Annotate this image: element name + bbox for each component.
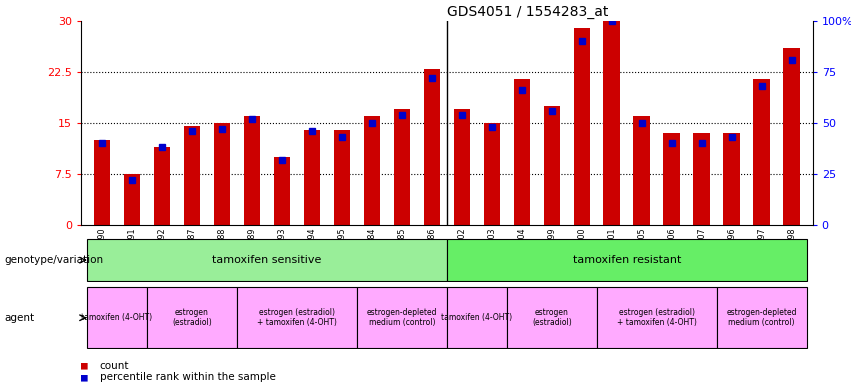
Text: ■: ■ <box>81 372 88 382</box>
Text: estrogen (estradiol)
+ tamoxifen (4-OHT): estrogen (estradiol) + tamoxifen (4-OHT) <box>257 308 337 328</box>
Bar <box>87 287 147 348</box>
Bar <box>603 21 620 225</box>
Text: GDS4051 / 1554283_at: GDS4051 / 1554283_at <box>447 5 608 19</box>
Text: estrogen-depleted
medium (control): estrogen-depleted medium (control) <box>727 308 797 328</box>
Text: percentile rank within the sample: percentile rank within the sample <box>100 372 276 382</box>
Text: tamoxifen resistant: tamoxifen resistant <box>573 255 681 265</box>
Bar <box>363 116 380 225</box>
Bar <box>784 48 800 225</box>
Bar <box>273 157 290 225</box>
Bar <box>424 69 440 225</box>
Bar <box>147 287 237 348</box>
Text: genotype/variation: genotype/variation <box>4 255 103 265</box>
Bar <box>447 239 807 281</box>
Bar <box>574 28 590 225</box>
Bar <box>513 79 530 225</box>
Text: agent: agent <box>4 313 34 323</box>
Bar <box>447 287 506 348</box>
Bar <box>184 126 200 225</box>
Bar <box>237 287 357 348</box>
Bar <box>334 130 350 225</box>
Bar <box>544 106 560 225</box>
Text: estrogen
(estradiol): estrogen (estradiol) <box>532 308 572 328</box>
Bar <box>506 287 597 348</box>
Bar <box>94 140 110 225</box>
Text: tamoxifen (4-OHT): tamoxifen (4-OHT) <box>441 313 512 322</box>
Bar <box>664 133 680 225</box>
Bar <box>723 133 740 225</box>
Bar <box>753 79 770 225</box>
Bar <box>243 116 260 225</box>
Bar <box>304 130 320 225</box>
Text: estrogen-depleted
medium (control): estrogen-depleted medium (control) <box>367 308 437 328</box>
Text: tamoxifen (4-OHT): tamoxifen (4-OHT) <box>82 313 152 322</box>
Text: ■: ■ <box>81 361 88 371</box>
Bar <box>454 109 470 225</box>
Bar <box>357 287 447 348</box>
Text: tamoxifen sensitive: tamoxifen sensitive <box>212 255 322 265</box>
Bar <box>633 116 650 225</box>
Bar <box>483 123 500 225</box>
Bar <box>717 287 807 348</box>
Bar <box>87 239 447 281</box>
Bar <box>597 287 717 348</box>
Bar <box>214 123 230 225</box>
Bar <box>393 109 410 225</box>
Bar <box>694 133 710 225</box>
Bar <box>153 147 170 225</box>
Bar <box>123 174 140 225</box>
Text: count: count <box>100 361 129 371</box>
Text: estrogen
(estradiol): estrogen (estradiol) <box>172 308 212 328</box>
Text: estrogen (estradiol)
+ tamoxifen (4-OHT): estrogen (estradiol) + tamoxifen (4-OHT) <box>617 308 697 328</box>
